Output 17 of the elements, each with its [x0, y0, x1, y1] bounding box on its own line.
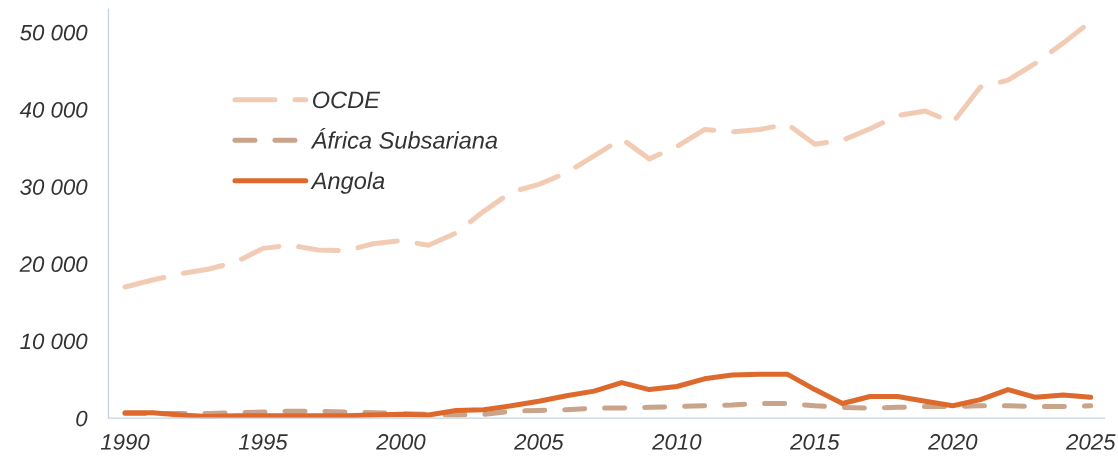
x-tick-label: 2025: [1065, 434, 1116, 450]
y-tick-label: 30 000: [20, 179, 88, 195]
y-tick-label: 10 000: [20, 333, 88, 350]
legend-label: África Subsariana: [310, 128, 498, 149]
x-tick-label: 2015: [790, 434, 840, 450]
x-tick-label: 1990: [100, 434, 150, 450]
y-tick-label: 40 000: [19, 102, 88, 118]
y-tick-label: 50 000: [20, 24, 88, 41]
y-tick-label: 0: [76, 410, 88, 427]
x-tick-label: 2000: [376, 434, 426, 450]
legend-label: Angola: [310, 171, 385, 194]
x-tick-label: 2010: [652, 434, 702, 450]
y-tick-label: 20 000: [19, 256, 88, 273]
legend-label: OCDE: [312, 91, 381, 109]
x-tick-label: 1995: [238, 434, 288, 450]
x-tick-label: 2005: [514, 434, 564, 450]
x-tick-label: 2020: [927, 434, 978, 450]
